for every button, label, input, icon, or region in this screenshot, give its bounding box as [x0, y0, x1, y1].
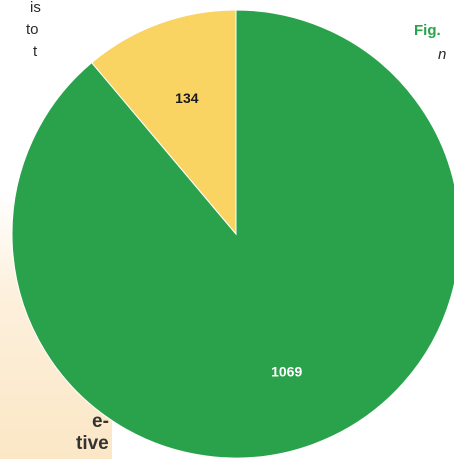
pie-slice-1	[11, 9, 454, 459]
figure-label: Fig.	[414, 22, 441, 39]
sidebar-heading-line-2: tive	[76, 433, 109, 454]
body-text-fragment-1: is	[30, 0, 41, 16]
pie-slice-label-2: 134	[175, 90, 199, 106]
sidebar-heading-line-1: e-	[92, 411, 109, 432]
pie-slice-2	[91, 9, 237, 236]
body-text-fragment-2: to	[26, 21, 39, 38]
pie-slice-label-1: 1069	[271, 364, 302, 380]
body-text-fragment-3: t	[33, 43, 38, 60]
figure-subtitle: n	[438, 46, 447, 63]
